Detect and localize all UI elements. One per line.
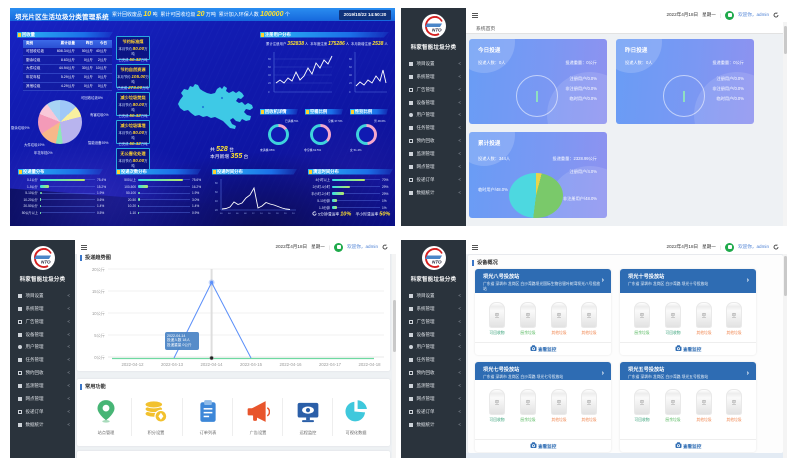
svg-text:60: 60 (268, 65, 271, 69)
svg-text:60: 60 (215, 191, 218, 194)
svg-text:06: 06 (236, 213, 239, 215)
svg-text:NTO: NTO (41, 260, 51, 265)
svg-text:0公斤: 0公斤 (94, 354, 105, 361)
svg-text:5公斤: 5公斤 (94, 332, 105, 339)
svg-text:10公斤: 10公斤 (92, 310, 105, 317)
svg-text:80: 80 (349, 57, 352, 61)
svg-text:2022-04-14: 2022-04-14 (201, 362, 224, 367)
svg-text:15公斤: 15公斤 (92, 288, 105, 295)
svg-text:20: 20 (349, 81, 352, 85)
svg-text:04: 04 (228, 213, 231, 215)
svg-text:20公斤: 20公斤 (92, 266, 105, 273)
svg-text:0: 0 (349, 90, 351, 94)
svg-text:2022-04-18: 2022-04-18 (359, 362, 382, 367)
svg-text:24: 24 (292, 213, 295, 215)
svg-text:80: 80 (268, 57, 271, 61)
svg-text:40: 40 (215, 200, 218, 203)
svg-text:08: 08 (244, 213, 247, 215)
svg-text:20: 20 (284, 213, 287, 215)
svg-text:20: 20 (215, 209, 218, 212)
svg-text:2022-04-13: 2022-04-13 (161, 362, 184, 367)
svg-text:40: 40 (349, 73, 352, 77)
svg-text:0: 0 (268, 90, 270, 94)
svg-text:40: 40 (268, 73, 271, 77)
svg-text:20: 20 (268, 81, 271, 85)
svg-text:80: 80 (215, 182, 218, 185)
svg-text:18: 18 (276, 213, 279, 215)
svg-text:12: 12 (252, 213, 255, 215)
svg-text:2022-04-17: 2022-04-17 (319, 362, 342, 367)
svg-text:2022-04-15: 2022-04-15 (240, 362, 263, 367)
svg-text:2022-04-12: 2022-04-12 (122, 362, 145, 367)
svg-text:00: 00 (220, 213, 223, 215)
svg-text:NTO: NTO (432, 260, 442, 265)
svg-text:60: 60 (349, 65, 352, 69)
svg-text:2022-04-16: 2022-04-16 (280, 362, 303, 367)
svg-text:NTO: NTO (432, 28, 442, 33)
svg-text:16: 16 (268, 213, 271, 215)
svg-text:14: 14 (260, 213, 263, 215)
